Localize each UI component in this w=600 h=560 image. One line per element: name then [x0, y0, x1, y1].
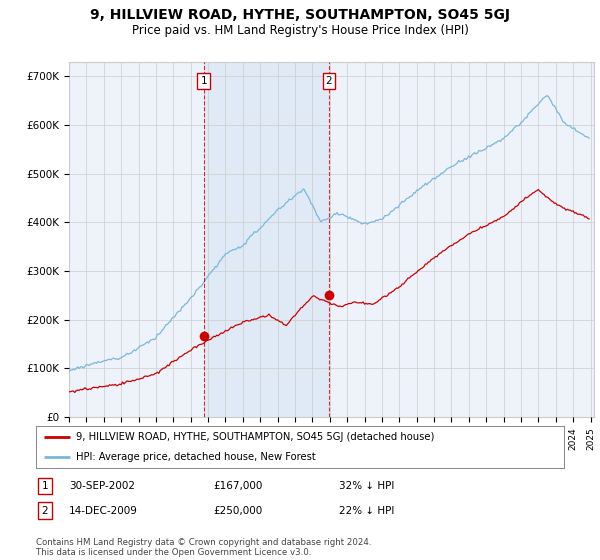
Text: 2: 2	[326, 76, 332, 86]
Text: 9, HILLVIEW ROAD, HYTHE, SOUTHAMPTON, SO45 5GJ: 9, HILLVIEW ROAD, HYTHE, SOUTHAMPTON, SO…	[90, 8, 510, 22]
Text: 22% ↓ HPI: 22% ↓ HPI	[339, 506, 394, 516]
Text: Contains HM Land Registry data © Crown copyright and database right 2024.
This d: Contains HM Land Registry data © Crown c…	[36, 538, 371, 557]
Text: £250,000: £250,000	[213, 506, 262, 516]
Text: 1: 1	[41, 481, 49, 491]
Text: 14-DEC-2009: 14-DEC-2009	[69, 506, 138, 516]
Text: £167,000: £167,000	[213, 481, 262, 491]
Text: Price paid vs. HM Land Registry's House Price Index (HPI): Price paid vs. HM Land Registry's House …	[131, 24, 469, 36]
Text: 30-SEP-2002: 30-SEP-2002	[69, 481, 135, 491]
Text: 1: 1	[200, 76, 207, 86]
Text: 2: 2	[41, 506, 49, 516]
Text: 32% ↓ HPI: 32% ↓ HPI	[339, 481, 394, 491]
Text: 9, HILLVIEW ROAD, HYTHE, SOUTHAMPTON, SO45 5GJ (detached house): 9, HILLVIEW ROAD, HYTHE, SOUTHAMPTON, SO…	[76, 432, 434, 442]
Bar	[204, 62, 329, 417]
Text: HPI: Average price, detached house, New Forest: HPI: Average price, detached house, New …	[76, 452, 316, 462]
